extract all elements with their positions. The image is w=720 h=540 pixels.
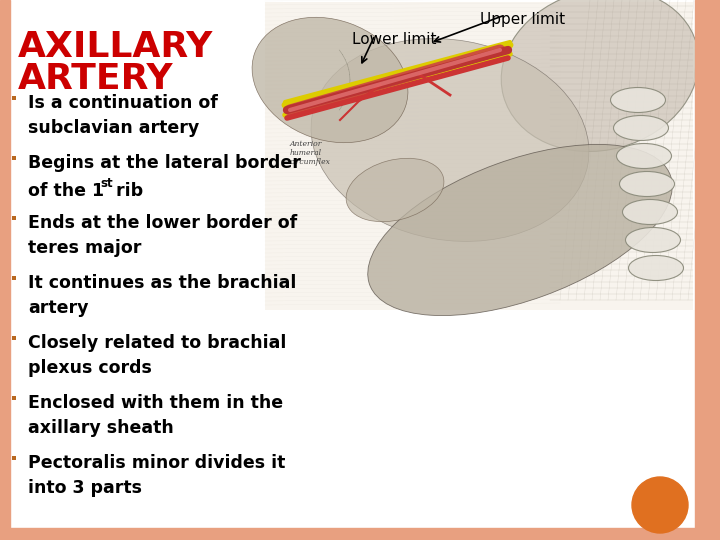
- Ellipse shape: [613, 116, 668, 140]
- Ellipse shape: [501, 0, 699, 152]
- Text: It continues as the brachial
artery: It continues as the brachial artery: [28, 274, 297, 317]
- Text: ARTERY: ARTERY: [18, 62, 174, 96]
- Bar: [695, 528, 720, 540]
- Text: st: st: [100, 177, 112, 190]
- Bar: [0, 0, 10, 540]
- Text: Anterior
humeral
circumflex: Anterior humeral circumflex: [290, 140, 331, 166]
- Ellipse shape: [623, 199, 678, 225]
- Text: Upper limit: Upper limit: [480, 12, 565, 27]
- Ellipse shape: [311, 38, 589, 241]
- Text: Ends at the lower border of
teres major: Ends at the lower border of teres major: [28, 214, 297, 257]
- Circle shape: [632, 477, 688, 533]
- Text: rib: rib: [110, 182, 143, 200]
- Text: of the 1: of the 1: [28, 182, 104, 200]
- Text: AXILLARY: AXILLARY: [18, 30, 213, 64]
- Text: Closely related to brachial
plexus cords: Closely related to brachial plexus cords: [28, 334, 287, 377]
- Text: Begins at the lateral border: Begins at the lateral border: [28, 154, 301, 172]
- Text: Lower limit: Lower limit: [352, 32, 436, 47]
- Ellipse shape: [626, 227, 680, 253]
- Ellipse shape: [611, 87, 665, 112]
- Bar: [695, 0, 720, 540]
- Ellipse shape: [629, 255, 683, 280]
- Ellipse shape: [252, 17, 408, 143]
- Bar: [265, 2, 693, 310]
- Ellipse shape: [619, 172, 675, 197]
- Ellipse shape: [616, 144, 672, 168]
- Text: Is a continuation of
subclavian artery: Is a continuation of subclavian artery: [28, 94, 218, 137]
- Text: Enclosed with them in the
axillary sheath: Enclosed with them in the axillary sheat…: [28, 394, 283, 437]
- Text: Pectoralis minor divides it
into 3 parts: Pectoralis minor divides it into 3 parts: [28, 454, 285, 497]
- Ellipse shape: [368, 144, 672, 315]
- Bar: [0, 528, 720, 540]
- Ellipse shape: [346, 158, 444, 222]
